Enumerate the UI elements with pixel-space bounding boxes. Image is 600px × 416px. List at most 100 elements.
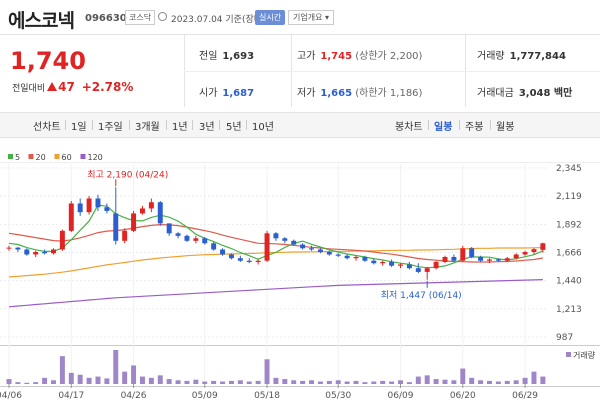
period-3y[interactable]: 3년 — [199, 122, 215, 133]
volume-bar — [59, 356, 65, 384]
legend-swatch-60 — [54, 154, 60, 159]
volume-bar — [24, 382, 30, 384]
candle-body — [95, 198, 101, 208]
volume-bar — [309, 380, 315, 384]
candle-body — [42, 252, 48, 254]
x-tick-label: 06/20 — [450, 391, 476, 401]
divider — [166, 120, 167, 130]
candle-monthly[interactable]: 월봉 — [496, 122, 515, 133]
volume-bar — [157, 375, 163, 384]
volume-bar — [228, 380, 234, 384]
volume-bar — [415, 376, 421, 384]
volume-bar — [424, 375, 430, 384]
volume-bar — [6, 379, 12, 384]
candlestick-chart[interactable]: 5 20 60 120 2,345 2,119 1,892 1,666 1,440 1,213 98… — [0, 150, 600, 412]
x-tick-label: 06/09 — [388, 391, 414, 401]
candle-body — [415, 268, 421, 272]
period-1y[interactable]: 1년 — [172, 122, 188, 133]
x-tick-label: 06/29 — [512, 391, 538, 401]
volume-bar — [95, 376, 101, 384]
period-1d[interactable]: 1일 — [71, 122, 87, 133]
volume-bar — [460, 368, 466, 384]
stock-name[interactable]: 에스코넥 — [8, 10, 75, 32]
low-value: 1,665 — [320, 88, 353, 99]
candle-chart-tab[interactable]: 봉차트 — [395, 122, 423, 133]
low-label: 저가 — [297, 88, 316, 99]
candle-body — [264, 233, 270, 261]
prev-close: 전일 1,693 — [199, 47, 254, 62]
volume-bar — [495, 381, 501, 384]
candle-body — [51, 249, 56, 254]
y-tick-label: 2,119 — [556, 192, 582, 202]
candle-body — [478, 256, 484, 261]
market-badge: 코스닥 — [125, 10, 156, 25]
candle-weekly[interactable]: 주봉 — [465, 122, 484, 133]
volume-bar — [202, 381, 208, 384]
candle-body — [460, 248, 466, 261]
candle-body — [433, 261, 439, 269]
divider — [459, 120, 460, 130]
high-price: 고가 1,745 (상한가 2,200) — [297, 47, 422, 62]
x-tick-label: 04/06 — [0, 391, 22, 401]
volume-bar — [86, 377, 92, 384]
candle-body — [184, 235, 190, 241]
volume: 거래량 1,777,844 — [477, 47, 566, 62]
period-5y[interactable]: 5년 — [226, 122, 242, 133]
period-3m[interactable]: 3개월 — [135, 122, 160, 133]
candle-body — [326, 252, 332, 255]
candle-body — [193, 238, 199, 241]
candle-daily[interactable]: 일봉 — [434, 122, 453, 133]
candle-body — [202, 238, 208, 244]
quote-panel: 1,740 전일대비 47 +2.78% 전일 1,693 고가 1,745 (상한가… — [0, 35, 600, 107]
legend-swatch-20 — [28, 154, 34, 159]
candle-body — [148, 202, 154, 209]
volume-bar — [486, 380, 492, 384]
candle-body — [504, 258, 510, 261]
stock-chart[interactable]: 5 20 60 120 2,345 2,119 1,892 1,666 1,440 1,213 98… — [0, 150, 600, 412]
volume-bar — [469, 377, 475, 384]
volume-bar — [522, 377, 528, 384]
x-tick-label: 04/17 — [58, 391, 84, 401]
candle-body — [344, 255, 350, 259]
legend-label-5: 5 — [15, 153, 20, 162]
chevron-down-icon: ▾ — [325, 13, 330, 22]
prev-close-label: 전일 — [199, 51, 218, 62]
candle-body — [406, 264, 412, 269]
candle-body — [77, 203, 83, 213]
open-label: 시가 — [199, 88, 218, 99]
company-overview-dropdown[interactable]: 기업개요 ▾ — [288, 10, 335, 25]
line-chart-tab[interactable]: 선차트 — [33, 122, 61, 133]
candle-body — [122, 230, 128, 241]
upper-limit: (상한가 2,200) — [355, 51, 423, 62]
y-tick-label: 1,892 — [556, 220, 582, 230]
change-rate: +2.78% — [81, 80, 134, 94]
volume-bar — [504, 380, 510, 384]
candle-body — [317, 249, 323, 253]
candle-body — [371, 260, 377, 264]
chart-bottom-border — [0, 386, 600, 387]
candle-body — [522, 252, 528, 255]
candle-body — [139, 208, 145, 214]
y-tick-label: 987 — [556, 333, 573, 343]
x-tick-label: 05/30 — [325, 391, 351, 401]
volume-bar — [531, 371, 537, 384]
candle-body — [495, 259, 501, 261]
volume-bar — [68, 372, 74, 384]
divider — [65, 120, 66, 130]
realtime-button[interactable]: 실시간 — [255, 10, 286, 25]
candle-body — [237, 258, 243, 261]
volume-bar — [273, 377, 279, 384]
volume-bar — [131, 365, 137, 384]
candle-body — [68, 203, 74, 231]
volume-bar — [362, 382, 368, 384]
volume-bar — [540, 376, 546, 384]
volume-bar — [344, 381, 350, 384]
candle-body — [398, 264, 403, 266]
period-10y[interactable]: 10년 — [252, 122, 274, 133]
legend-label-60: 60 — [62, 153, 72, 162]
y-tick-label: 1,213 — [556, 305, 582, 315]
y-tick-label: 2,345 — [556, 164, 582, 174]
period-1w[interactable]: 1주일 — [98, 122, 123, 133]
volume-bar — [139, 376, 145, 384]
volume-bar — [246, 381, 252, 384]
